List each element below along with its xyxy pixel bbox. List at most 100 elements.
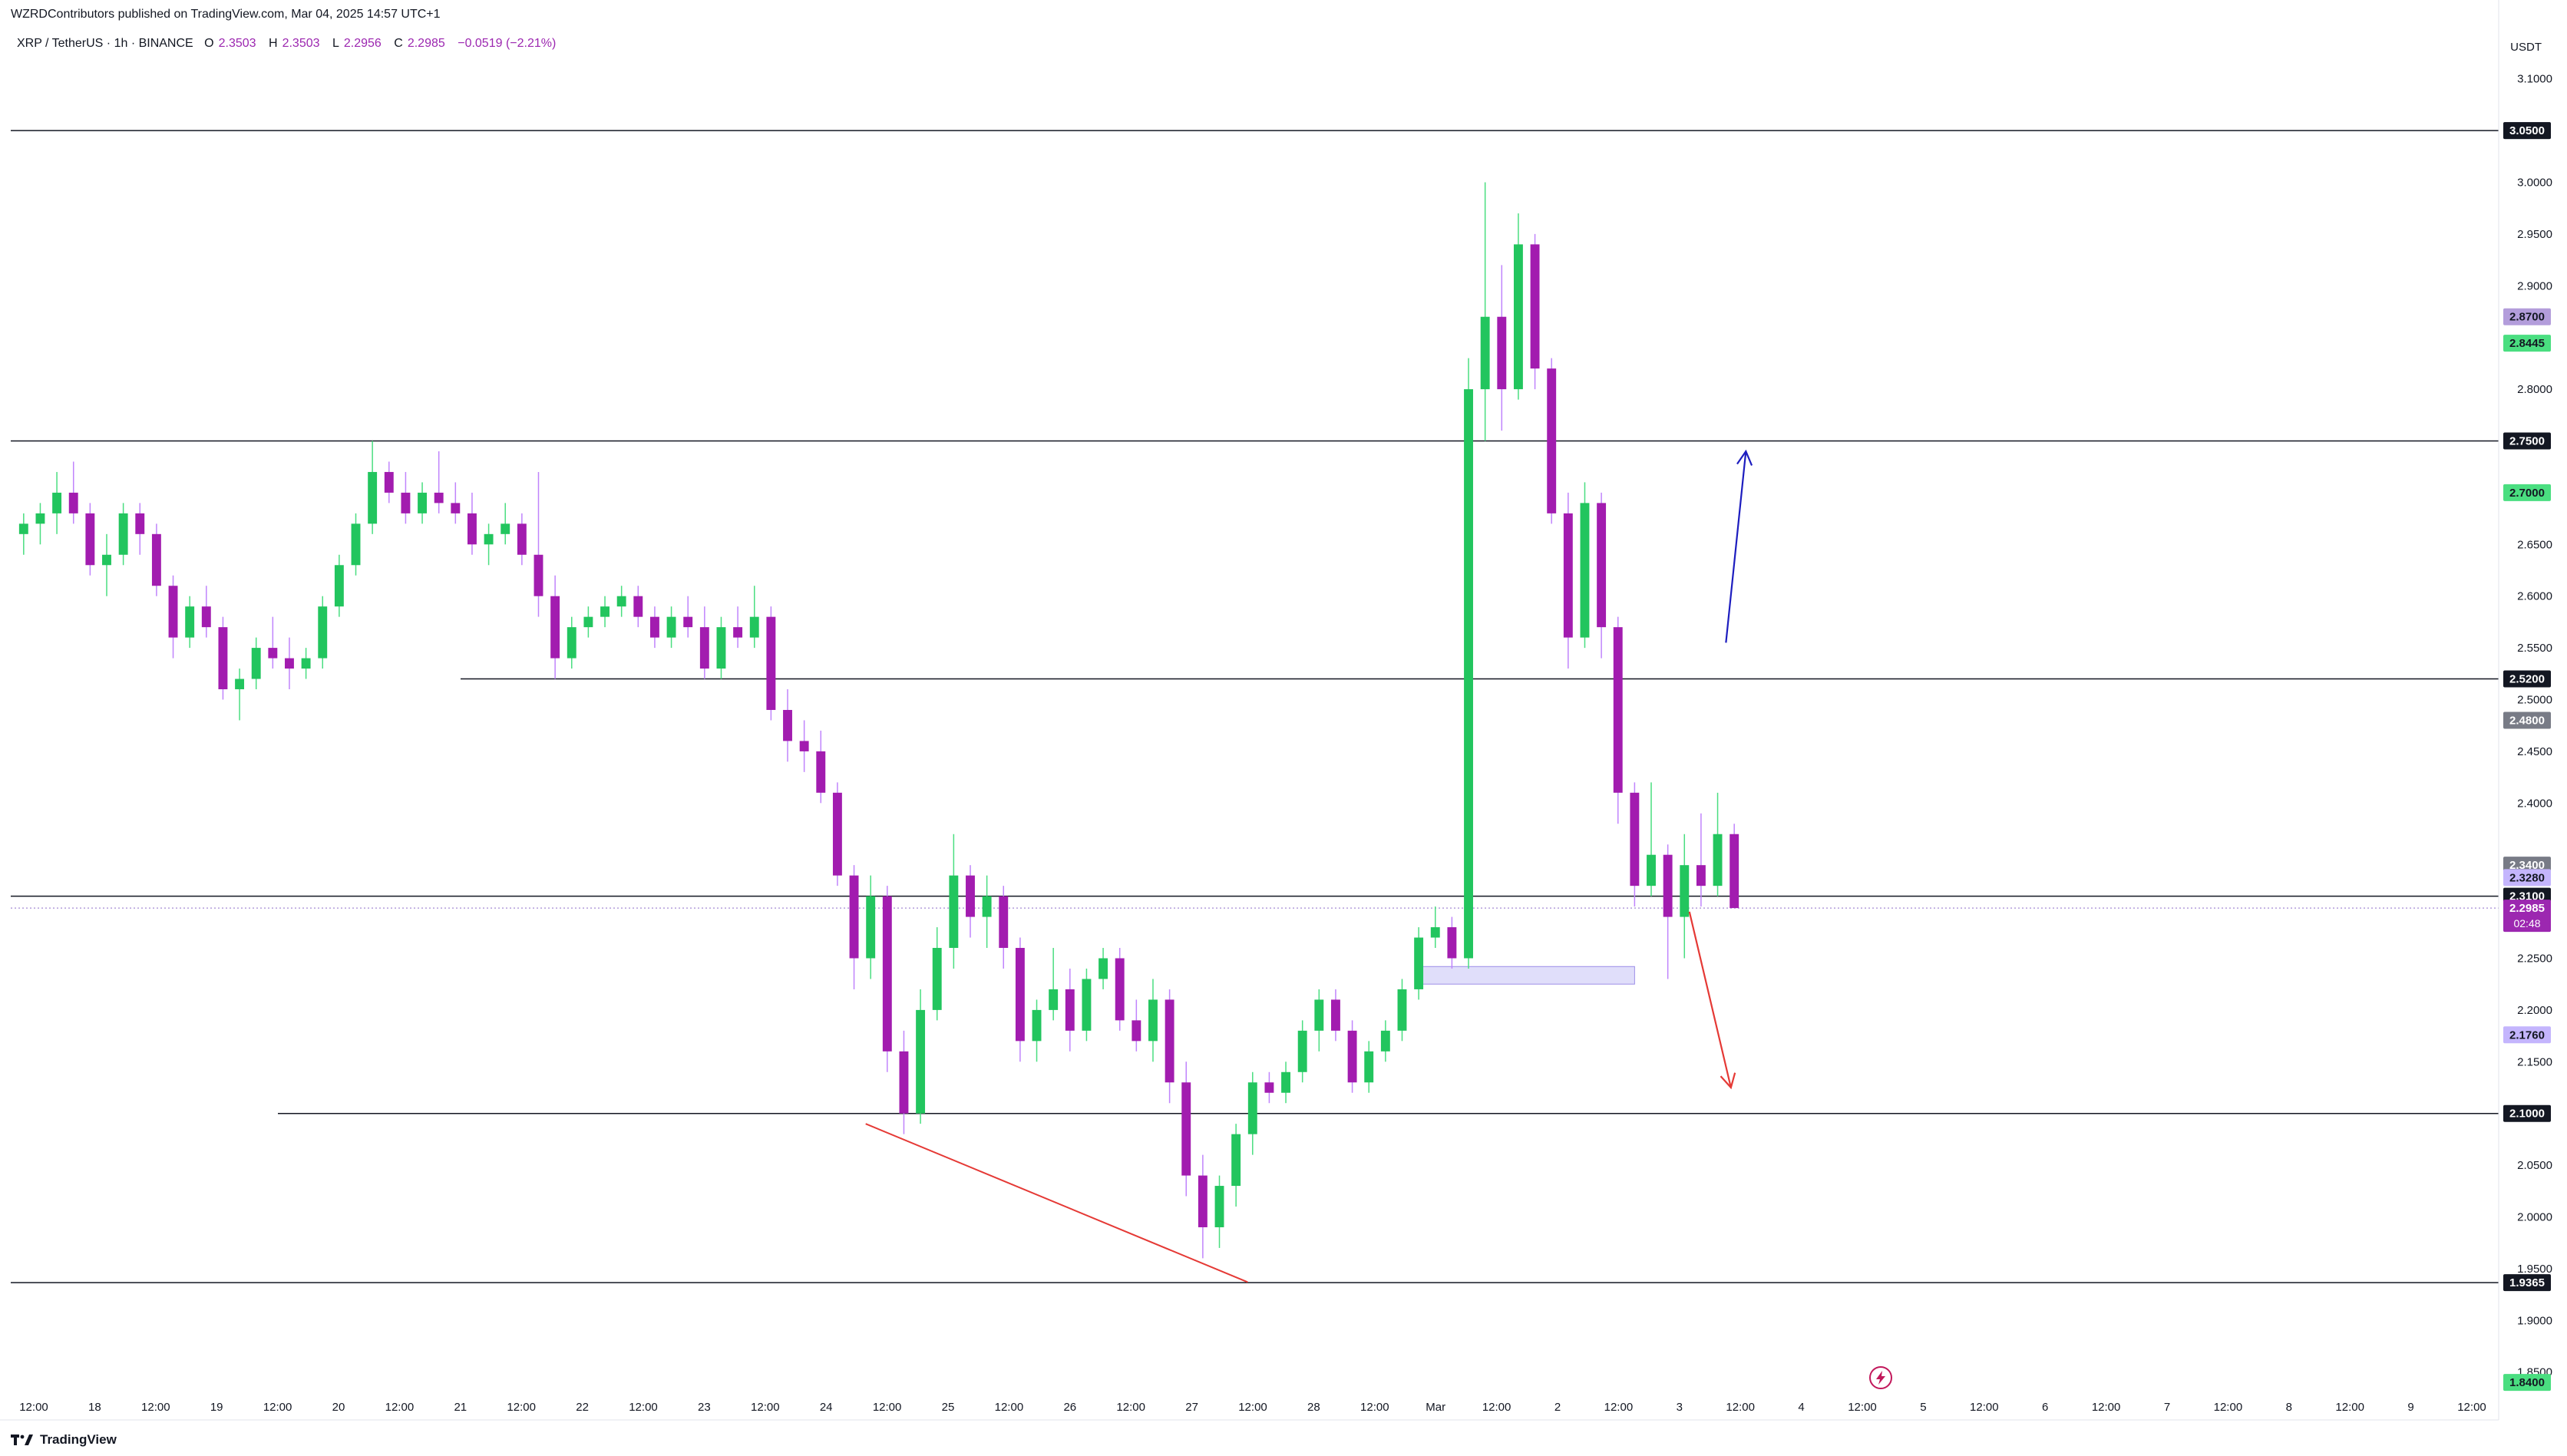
candle xyxy=(1663,844,1673,979)
candle xyxy=(1696,813,1706,907)
candle xyxy=(583,606,593,638)
candle-body xyxy=(1331,999,1340,1031)
candle-body xyxy=(151,533,161,586)
x-tick-label: Mar xyxy=(1426,1401,1445,1414)
arrow-down-icon-head xyxy=(1720,1072,1736,1090)
candle-body xyxy=(1680,865,1690,917)
candle-body xyxy=(1231,1134,1241,1187)
candle xyxy=(1580,482,1590,649)
candle-body xyxy=(716,627,726,669)
lightning-circle xyxy=(1869,1366,1892,1389)
candle xyxy=(849,865,859,989)
candle xyxy=(816,730,826,804)
ohlc-values: O 2.3503 H 2.3503 L 2.2956 C 2.2985 −0.0519 … xyxy=(204,37,560,50)
support-zone xyxy=(1418,966,1635,985)
tradingview-logo-icon xyxy=(11,1435,33,1445)
candle-body xyxy=(683,616,693,628)
candle xyxy=(151,523,161,596)
price-badge: 2.4800 xyxy=(2503,711,2551,729)
candle xyxy=(733,606,743,649)
candle-body xyxy=(1513,244,1523,390)
level-badge: 1.9365 xyxy=(2503,1274,2551,1292)
candle xyxy=(467,492,477,555)
candle xyxy=(1281,1061,1290,1104)
candle-body xyxy=(1464,389,1473,959)
candle-body xyxy=(649,616,659,638)
candle-body xyxy=(966,875,975,917)
candle-body xyxy=(1480,316,1490,390)
candle xyxy=(1464,358,1473,969)
low-value: L 2.2956 xyxy=(332,37,382,50)
y-tick-label: 2.0000 xyxy=(2517,1211,2552,1224)
candle-body xyxy=(85,513,95,566)
price-badge-text: 2.3280 xyxy=(2509,871,2545,884)
candle xyxy=(168,575,178,659)
x-tick-label: 12:00 xyxy=(1238,1401,1267,1414)
tradingview-brand[interactable]: TradingView xyxy=(11,1432,117,1448)
candle-body xyxy=(451,503,461,513)
candle-body xyxy=(1647,854,1656,886)
y-tick-label: 2.4000 xyxy=(2517,797,2552,810)
candle-body xyxy=(1713,834,1723,886)
candle-body xyxy=(949,875,959,949)
candle xyxy=(85,503,95,576)
candle xyxy=(1397,979,1407,1042)
candle-body xyxy=(1430,927,1440,938)
candle xyxy=(1530,233,1540,390)
candle xyxy=(1181,1061,1191,1197)
y-tick-label: 2.8000 xyxy=(2517,383,2552,396)
candle xyxy=(716,616,726,679)
x-tick-label: 25 xyxy=(942,1401,955,1414)
x-tick-label: 12:00 xyxy=(2457,1401,2486,1414)
candle-body xyxy=(600,606,610,617)
candle-body xyxy=(1597,503,1607,628)
candle-body xyxy=(1082,979,1092,1031)
candle xyxy=(185,596,195,649)
y-tick-label: 2.6500 xyxy=(2517,538,2552,551)
candle xyxy=(1430,906,1440,949)
candle xyxy=(932,927,942,1021)
candle xyxy=(268,616,278,669)
candle-body xyxy=(268,648,278,659)
candle-body xyxy=(550,596,560,659)
candle xyxy=(251,637,261,690)
candle xyxy=(1447,916,1457,969)
close-value: C 2.2985 xyxy=(394,37,445,50)
candle-body xyxy=(1563,513,1573,638)
candle xyxy=(368,441,378,534)
candle-body xyxy=(285,658,294,669)
x-tick-label: 12:00 xyxy=(1726,1401,1755,1414)
candle-body xyxy=(334,565,344,607)
candle-body xyxy=(699,627,709,669)
x-tick-label: 24 xyxy=(820,1401,833,1414)
candle xyxy=(799,720,809,772)
candle-body xyxy=(1314,999,1324,1031)
symbol-name[interactable]: XRP / TetherUS · 1h · BINANCE xyxy=(17,37,193,50)
candle-body xyxy=(201,606,211,628)
y-tick-label: 3.0000 xyxy=(2517,177,2552,190)
candle xyxy=(683,596,693,638)
candle-body xyxy=(733,627,743,638)
x-tick-label: 12:00 xyxy=(629,1401,658,1414)
candle xyxy=(1314,989,1324,1052)
x-tick-label: 27 xyxy=(1185,1401,1198,1414)
candle-body xyxy=(1132,1020,1141,1042)
y-tick-label: 2.1500 xyxy=(2517,1055,2552,1068)
candle xyxy=(118,503,128,566)
x-tick-label: 12:00 xyxy=(385,1401,415,1414)
x-tick-label: 12:00 xyxy=(1848,1401,1877,1414)
level-badge-bg xyxy=(2503,1104,2551,1122)
price-badge-text: 1.8400 xyxy=(2509,1376,2545,1389)
candle-body xyxy=(1098,958,1108,979)
x-tick-label: 9 xyxy=(2407,1401,2413,1414)
last-price-badge-text: 2.2985 xyxy=(2509,902,2545,915)
candle xyxy=(1647,782,1656,896)
candle xyxy=(334,554,344,617)
candle-body xyxy=(1015,948,1025,1042)
candle xyxy=(1065,968,1075,1052)
candle xyxy=(749,586,759,649)
candle-body xyxy=(235,678,245,690)
candle xyxy=(1247,1071,1257,1155)
candle xyxy=(1297,1020,1307,1083)
